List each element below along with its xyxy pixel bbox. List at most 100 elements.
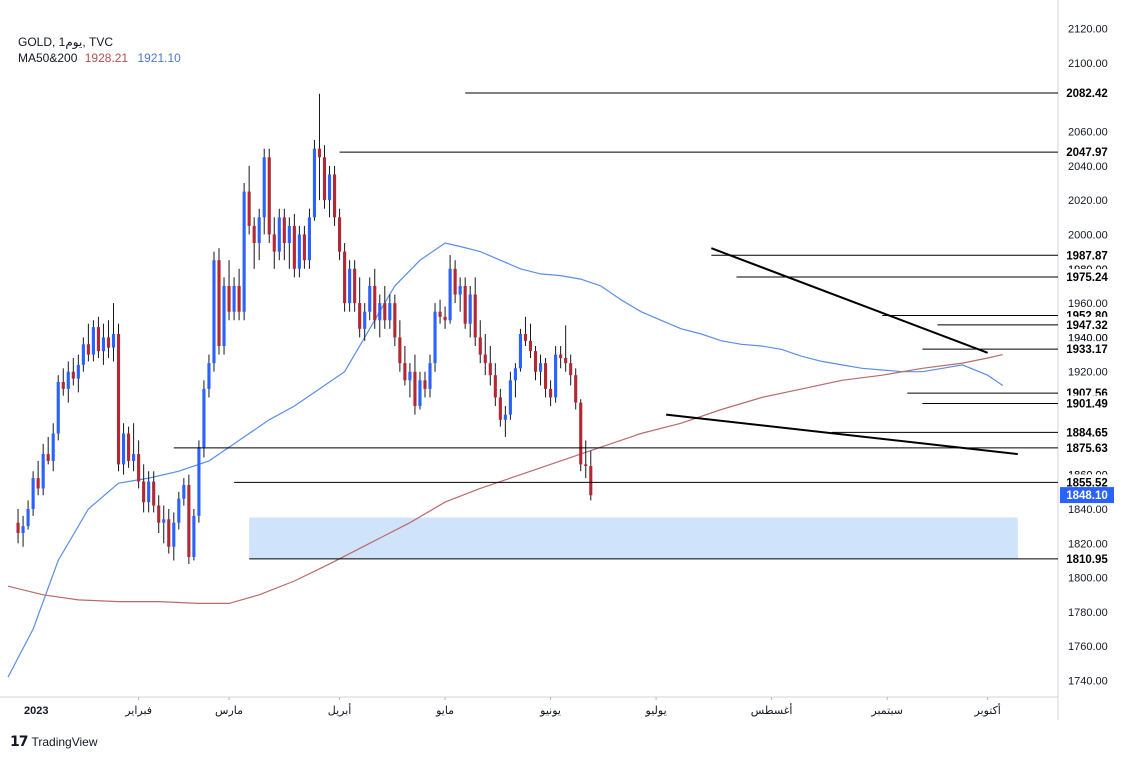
candle — [383, 285, 387, 329]
candle — [182, 478, 186, 506]
candle-body — [302, 234, 306, 261]
candle — [217, 248, 221, 355]
candle-body — [443, 316, 447, 321]
candle — [438, 299, 442, 324]
candle-body — [478, 337, 482, 355]
candle-body — [26, 508, 30, 527]
candle — [388, 294, 392, 329]
candle — [483, 333, 487, 376]
ma50-value: 1928.21 — [84, 51, 129, 65]
current-price-label: 1848.10 — [1066, 490, 1108, 502]
candle — [338, 208, 342, 261]
candle — [348, 260, 352, 312]
candle-body — [147, 481, 151, 503]
candle-body — [458, 285, 462, 295]
candle-body — [177, 498, 181, 523]
candle — [152, 471, 156, 513]
candle-body — [51, 433, 55, 461]
candle — [262, 148, 266, 235]
candle-body — [116, 333, 121, 465]
candle-body — [282, 217, 286, 244]
level-tag-bg — [1060, 85, 1114, 102]
candle — [403, 345, 407, 386]
y-tick-label: 1800.00 — [1068, 573, 1108, 585]
candle — [76, 354, 80, 393]
candle — [473, 277, 477, 346]
candle-body — [111, 333, 116, 348]
candle-body — [533, 351, 538, 372]
candle-body — [327, 174, 332, 201]
tradingview-logo-icon: 𝟭𝟳 — [10, 733, 29, 749]
candle-body — [579, 402, 583, 465]
candle — [564, 325, 568, 372]
current-price-tag — [1060, 487, 1114, 504]
tradingview-branding[interactable]: 𝟭𝟳 TradingView — [10, 733, 98, 750]
candle — [523, 316, 528, 346]
candle-body — [338, 217, 342, 252]
candle-body — [207, 363, 211, 389]
candle-body — [132, 454, 136, 461]
level-price-label: 1875.63 — [1066, 443, 1108, 455]
candle-body — [569, 363, 573, 376]
candle — [247, 165, 251, 235]
candle — [237, 268, 241, 321]
y-tick-label: 2120.00 — [1068, 24, 1108, 36]
tradingview-name: TradingView — [31, 734, 98, 749]
symbol-title[interactable]: GOLD, 1يوم, TVC — [18, 35, 113, 49]
candle-body — [589, 466, 593, 496]
candle-body — [373, 285, 377, 321]
candle — [559, 345, 563, 369]
y-tick-label: 1960.00 — [1068, 298, 1108, 310]
candle — [157, 495, 161, 534]
candle-body — [46, 454, 50, 461]
candle — [353, 260, 357, 312]
candle — [589, 450, 593, 501]
candle-body — [493, 375, 497, 398]
candle-body — [463, 285, 467, 324]
candle-body — [101, 337, 106, 352]
candle-body — [307, 217, 311, 261]
candle — [61, 368, 65, 396]
candle-body — [544, 363, 548, 389]
candle — [327, 165, 332, 218]
candle-body — [106, 337, 111, 348]
candle-body — [36, 478, 40, 489]
candle-body — [162, 519, 166, 523]
candle — [428, 354, 432, 398]
candle-body — [182, 484, 186, 499]
candle-body — [418, 380, 422, 407]
candle — [508, 371, 512, 420]
candle — [167, 508, 171, 554]
candle-body — [468, 294, 472, 324]
candle-body — [574, 375, 578, 403]
candle — [207, 354, 211, 398]
y-tick-label: 1780.00 — [1068, 607, 1108, 619]
candle-body — [423, 380, 427, 389]
level-price-label: 1855.52 — [1066, 477, 1108, 489]
candle — [21, 515, 25, 547]
candle-body — [81, 344, 85, 365]
candle — [503, 406, 507, 437]
candle-body — [564, 358, 568, 364]
candle-body — [257, 217, 261, 244]
candle-body — [343, 251, 347, 304]
candle — [132, 423, 136, 472]
candle-body — [187, 484, 191, 558]
candle-body — [538, 363, 543, 372]
candle-body — [237, 285, 241, 312]
support-zone — [249, 517, 1018, 559]
candle — [172, 512, 176, 561]
candle — [287, 217, 291, 269]
candle-body — [549, 388, 553, 398]
candle — [458, 277, 462, 312]
ma-indicator-label[interactable]: MA50&200 — [18, 51, 78, 65]
candle — [127, 426, 131, 468]
candle — [398, 320, 402, 372]
candle-body — [368, 285, 372, 312]
y-tick-label: 2040.00 — [1068, 161, 1108, 173]
candle — [272, 217, 276, 269]
candle-body — [227, 285, 231, 312]
level-price-label: 2047.97 — [1066, 147, 1108, 159]
candle — [197, 440, 201, 523]
